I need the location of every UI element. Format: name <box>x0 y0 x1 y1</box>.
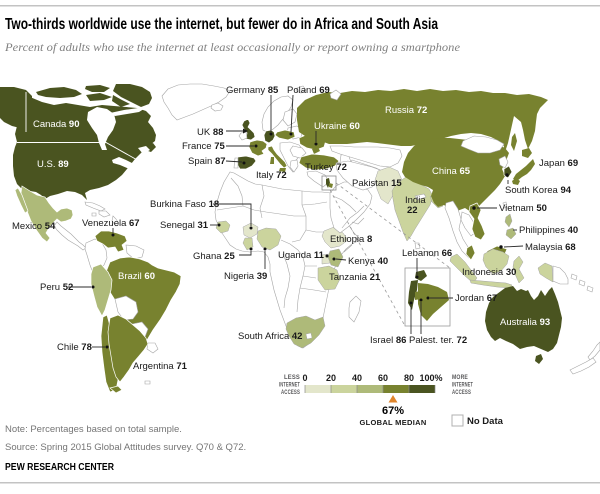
svg-text:Ghana 25: Ghana 25 <box>193 251 235 262</box>
svg-text:GLOBAL MEDIAN: GLOBAL MEDIAN <box>359 418 426 427</box>
svg-text:Argentina 71: Argentina 71 <box>133 361 188 372</box>
svg-text:PEW RESEARCH CENTER: PEW RESEARCH CENTER <box>5 462 115 473</box>
svg-text:South Korea 94: South Korea 94 <box>505 185 572 196</box>
svg-text:Nigeria 39: Nigeria 39 <box>224 271 267 282</box>
svg-text:Germany 85: Germany 85 <box>226 85 279 96</box>
svg-text:Brazil 60: Brazil 60 <box>118 271 155 282</box>
svg-text:Senegal 31: Senegal 31 <box>160 220 209 231</box>
svg-text:100%: 100% <box>419 373 442 383</box>
svg-text:Spain 87: Spain 87 <box>188 156 226 167</box>
svg-text:Venezuela 67: Venezuela 67 <box>82 218 140 229</box>
svg-text:Japan 69: Japan 69 <box>539 158 578 169</box>
svg-text:67%: 67% <box>382 405 404 417</box>
svg-text:Malaysia 68: Malaysia 68 <box>525 242 576 253</box>
svg-text:Mexico 54: Mexico 54 <box>12 221 56 232</box>
svg-text:80: 80 <box>404 373 414 383</box>
svg-text:Australia 93: Australia 93 <box>500 317 550 328</box>
svg-text:Percent of adults who use the: Percent of adults who use the internet a… <box>4 40 461 54</box>
svg-text:Vietnam 50: Vietnam 50 <box>499 203 547 214</box>
svg-text:Palest. ter. 72: Palest. ter. 72 <box>409 335 467 346</box>
svg-text:Tanzania 21: Tanzania 21 <box>329 272 381 283</box>
svg-text:22: 22 <box>407 205 418 216</box>
svg-text:Lebanon 66: Lebanon 66 <box>402 248 452 259</box>
svg-text:Note: Percentages based on tot: Note: Percentages based on total sample. <box>5 424 182 435</box>
svg-text:40: 40 <box>352 373 362 383</box>
svg-text:Kenya 40: Kenya 40 <box>348 256 388 267</box>
svg-text:No Data: No Data <box>467 416 504 427</box>
svg-text:Two-thirds worldwide use the i: Two-thirds worldwide use the internet, b… <box>5 16 438 33</box>
svg-text:20: 20 <box>326 373 336 383</box>
svg-text:U.S. 89: U.S. 89 <box>37 159 69 170</box>
svg-text:Canada 90: Canada 90 <box>33 119 80 130</box>
svg-text:UK 88: UK 88 <box>197 127 223 138</box>
svg-text:Poland 69: Poland 69 <box>287 85 330 96</box>
svg-text:Philippines 40: Philippines 40 <box>519 225 578 236</box>
svg-text:Indonesia 30: Indonesia 30 <box>462 267 516 278</box>
svg-text:Italy 72: Italy 72 <box>256 170 287 181</box>
svg-text:Chile 78: Chile 78 <box>57 342 92 353</box>
svg-text:India: India <box>405 195 426 206</box>
svg-text:Pakistan 15: Pakistan 15 <box>352 178 402 189</box>
svg-text:Peru 52: Peru 52 <box>40 282 73 293</box>
svg-text:Source: Spring 2015 Global Att: Source: Spring 2015 Global Attitudes sur… <box>5 442 246 453</box>
svg-text:Uganda 11: Uganda 11 <box>278 250 325 261</box>
svg-text:Ethiopia 8: Ethiopia 8 <box>330 234 372 245</box>
svg-text:France 75: France 75 <box>182 141 226 152</box>
svg-text:Jordan 67: Jordan 67 <box>455 293 497 304</box>
svg-text:Ukraine 60: Ukraine 60 <box>314 121 360 132</box>
svg-text:Turkey 72: Turkey 72 <box>305 162 347 173</box>
svg-text:Israel 86: Israel 86 <box>370 335 406 346</box>
svg-text:China 65: China 65 <box>432 166 471 177</box>
svg-text:Russia 72: Russia 72 <box>385 105 427 116</box>
svg-text:60: 60 <box>378 373 388 383</box>
svg-text:Burkina Faso 18: Burkina Faso 18 <box>150 199 219 210</box>
svg-text:0: 0 <box>302 373 307 383</box>
svg-text:South Africa 42: South Africa 42 <box>238 331 302 342</box>
